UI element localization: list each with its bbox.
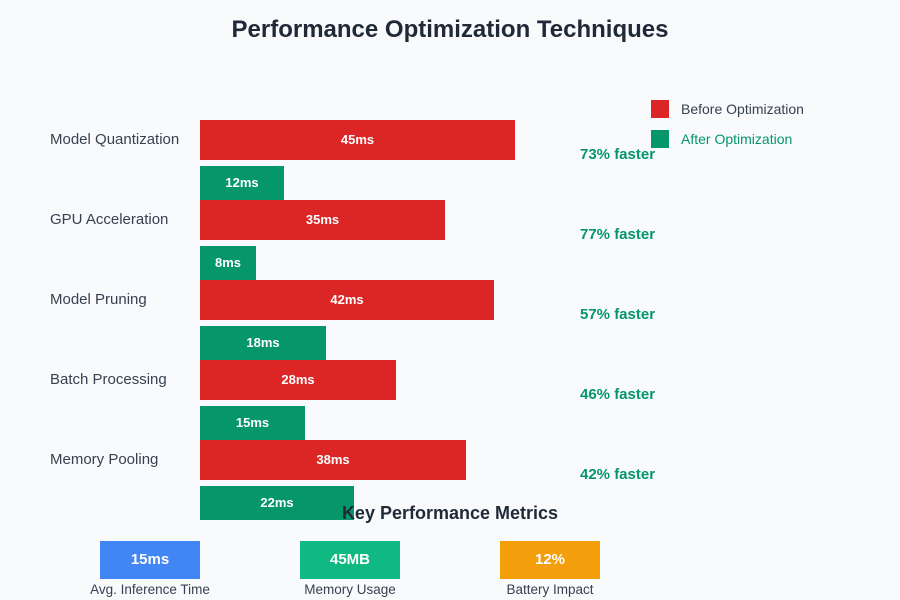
bar-after-optimization: 22ms xyxy=(200,486,354,520)
improvement-label: 73% faster xyxy=(580,146,656,163)
bar-before-optimization: 28ms xyxy=(200,360,396,400)
legend-label-after: After Optimization xyxy=(681,131,793,147)
legend-swatch-before-icon xyxy=(651,100,669,118)
category-label: Model Pruning xyxy=(50,291,147,308)
bar-before-optimization: 38ms xyxy=(200,440,466,480)
category-label: Memory Pooling xyxy=(50,451,159,468)
improvement-label: 77% faster xyxy=(580,226,656,243)
bar-after-optimization: 18ms xyxy=(200,326,326,360)
improvement-label: 42% faster xyxy=(580,466,656,483)
bar-before-optimization: 35ms xyxy=(200,200,445,240)
legend-swatch-after-icon xyxy=(651,130,669,148)
legend-item-after: After Optimization xyxy=(651,130,804,148)
bar-after-optimization: 15ms xyxy=(200,406,305,440)
category-label: GPU Acceleration xyxy=(50,211,169,228)
metric-value-badge: 45MB xyxy=(300,541,400,579)
improvement-label: 46% faster xyxy=(580,386,656,403)
bar-before-optimization: 45ms xyxy=(200,120,515,160)
category-label: Model Quantization xyxy=(50,131,180,148)
metrics-title: Key Performance Metrics xyxy=(341,503,559,523)
metric-label: Battery Impact xyxy=(506,582,594,597)
metric-value-badge: 12% xyxy=(500,541,600,579)
improvement-label: 57% faster xyxy=(580,306,656,323)
bar-after-optimization: 12ms xyxy=(200,166,284,200)
chart-title: Performance Optimization Techniques xyxy=(231,16,669,43)
legend-item-before: Before Optimization xyxy=(651,100,804,118)
metric-label: Avg. Inference Time xyxy=(90,582,210,597)
metric-value-badge: 15ms xyxy=(100,541,200,579)
bar-before-optimization: 42ms xyxy=(200,280,494,320)
legend-label-before: Before Optimization xyxy=(681,101,804,117)
metric-label: Memory Usage xyxy=(304,582,396,597)
legend: Before Optimization After Optimization xyxy=(651,100,804,160)
bar-after-optimization: 8ms xyxy=(200,246,256,280)
category-label: Batch Processing xyxy=(50,371,167,388)
